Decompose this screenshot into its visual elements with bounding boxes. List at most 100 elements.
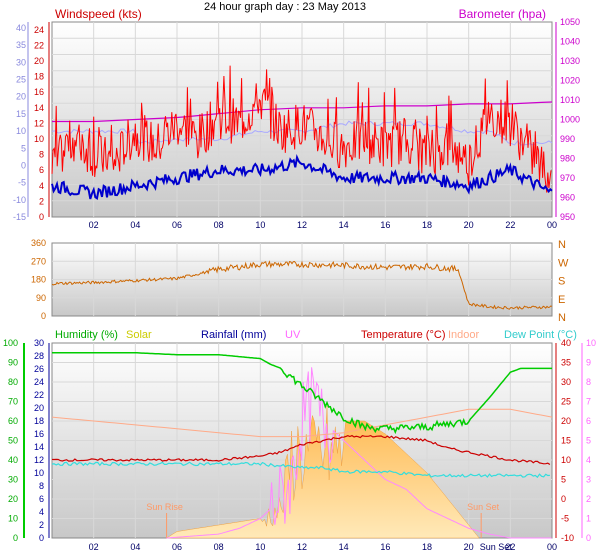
humidity-x-tick-label: 02 (89, 542, 99, 552)
humidity-line (52, 352, 552, 435)
sunrise-label: Sun Rise (146, 502, 183, 512)
rainfall-tick-label: 8 (39, 481, 44, 491)
barometer-tick-label: 950 (560, 212, 575, 222)
humidity-x-tick-label: 06 (172, 542, 182, 552)
rainfall-tick-label: 26 (34, 364, 44, 374)
humidity-tick-label: 60 (8, 416, 18, 426)
uv-line (166, 367, 552, 539)
wind-tick-label: 18 (34, 72, 44, 82)
uv-tick-label: 9 (586, 358, 591, 368)
temperature-tick-label: 15 (561, 436, 571, 446)
outer-left-tick-label: 30 (16, 57, 26, 67)
wind-x-tick-label: 00 (547, 220, 557, 230)
uv-tick-label: 8 (586, 377, 591, 387)
barometer-tick-label: 1050 (560, 17, 580, 27)
humidity-x-tick-label: 00 (547, 542, 557, 552)
outer-left-tick-label: 15 (16, 109, 26, 119)
uv-tick-label: 4 (586, 455, 591, 465)
wind-tick-label: 8 (39, 150, 44, 160)
wind-x-tick-label: 12 (297, 220, 307, 230)
direction-tick-label: 180 (31, 275, 46, 285)
rainfall-tick-label: 24 (34, 377, 44, 387)
barometer-tick-label: 970 (560, 173, 575, 183)
rainfall-tick-label: 30 (34, 338, 44, 348)
humidity-tick-label: 30 (8, 475, 18, 485)
rainfall-tick-label: 2 (39, 520, 44, 530)
humidity-tick-label: 40 (8, 455, 18, 465)
rainfall-tick-label: 10 (34, 468, 44, 478)
compass-label: N (558, 312, 566, 324)
humidity-label: Humidity (%) (55, 329, 118, 341)
temperature-tick-label: 0 (561, 494, 566, 504)
outer-left-tick-label: -10 (13, 195, 26, 205)
wind-x-tick-label: 16 (380, 220, 390, 230)
rainfall-tick-label: 28 (34, 351, 44, 361)
direction-line (51, 260, 553, 310)
humidity-x-tick-label: 04 (130, 542, 140, 552)
barometer-tick-label: 990 (560, 134, 575, 144)
wind-tick-label: 0 (39, 212, 44, 222)
direction-tick-label: 360 (31, 238, 46, 248)
wind-tick-label: 10 (34, 134, 44, 144)
compass-label: E (558, 294, 565, 306)
rainfall-tick-label: 4 (39, 507, 44, 517)
temperature-line (52, 434, 551, 466)
outer-left-tick-label: 0 (21, 160, 26, 170)
humidity-x-tick-label: 14 (339, 542, 349, 552)
temperature-tick-label: 25 (561, 397, 571, 407)
sunset-x-tick-label: Sun Set (480, 542, 513, 552)
wind-tick-label: 14 (34, 103, 44, 113)
wind-x-tick-label: 22 (505, 220, 515, 230)
wind-tick-label: 16 (34, 87, 44, 97)
indoor-label: Indoor (448, 329, 480, 341)
barometer-tick-label: 980 (560, 154, 575, 164)
temperature-tick-label: -10 (561, 533, 574, 543)
humidity-tick-label: 20 (8, 494, 18, 504)
temperature-tick-label: 20 (561, 416, 571, 426)
humidity-tick-label: 80 (8, 377, 18, 387)
dew-point-line (51, 461, 550, 479)
compass-label: W (558, 257, 569, 269)
outer-left-tick-label: 25 (16, 75, 26, 85)
humidity-x-tick-label: 18 (422, 542, 432, 552)
gust-line (51, 65, 552, 193)
uv-tick-label: 7 (586, 397, 591, 407)
temperature-tick-label: 40 (561, 338, 571, 348)
uv-tick-label: 6 (586, 416, 591, 426)
barometer-tick-label: 1010 (560, 95, 580, 105)
outer-left-tick-label: 40 (16, 23, 26, 33)
indoor-line (51, 408, 553, 438)
compass-label: N (558, 239, 566, 251)
humidity-tick-label: 0 (13, 533, 18, 543)
wind-x-tick-label: 18 (422, 220, 432, 230)
temperature-tick-label: -5 (561, 514, 569, 524)
humidity-x-tick-label: 22 (505, 542, 515, 552)
temperature-tick-label: 30 (561, 377, 571, 387)
humidity-x-tick-label: 16 (380, 542, 390, 552)
solar-label: Solar (126, 329, 152, 341)
humidity-x-tick-label: 12 (297, 542, 307, 552)
uv-tick-label: 1 (586, 514, 591, 524)
direction-tick-label: 90 (36, 293, 46, 303)
rainfall-tick-label: 14 (34, 442, 44, 452)
temperature-label: Temperature (°C) (361, 329, 445, 341)
humidity-x-tick-label: 10 (255, 542, 265, 552)
wind-tick-label: 6 (39, 165, 44, 175)
outer-left-tick-label: 5 (21, 143, 26, 153)
barometer-axis-title: Barometer (hpa) (459, 7, 546, 21)
barometer-tick-label: 1030 (560, 56, 580, 66)
uv-tick-label: 3 (586, 475, 591, 485)
humidity-tick-label: 10 (8, 514, 18, 524)
humidity-tick-label: 90 (8, 358, 18, 368)
wind-x-tick-label: 06 (172, 220, 182, 230)
wind-axis-title: Windspeed (kts) (55, 7, 142, 21)
rainfall-tick-label: 6 (39, 494, 44, 504)
uv-label: UV (285, 329, 301, 341)
rainfall-tick-label: 0 (39, 533, 44, 543)
barometer-tick-label: 1040 (560, 37, 580, 47)
rainfall-tick-label: 16 (34, 429, 44, 439)
barometer-tick-label: 960 (560, 193, 575, 203)
direction-tick-label: 270 (31, 256, 46, 266)
